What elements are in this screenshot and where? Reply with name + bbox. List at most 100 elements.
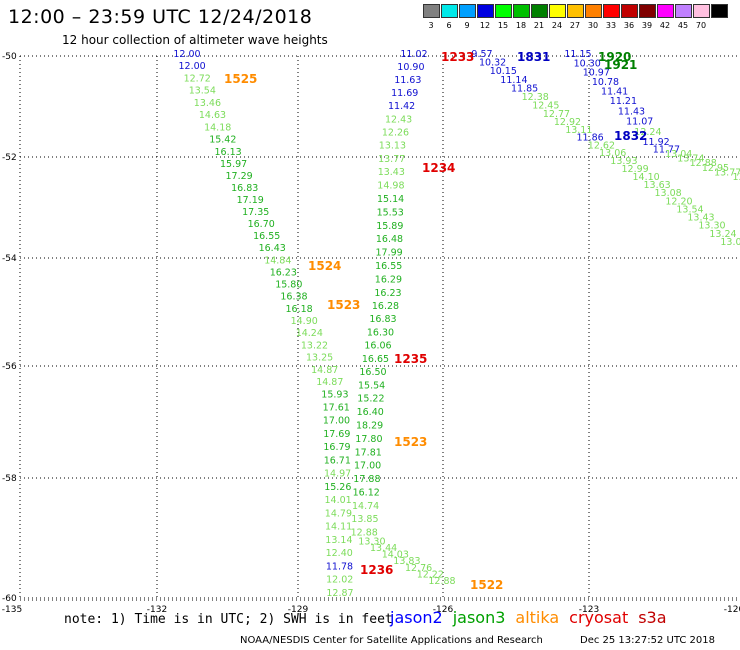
legend-swatch <box>584 4 602 18</box>
satellite-legend: jason2 jason3 altika cryosat s3a <box>390 608 667 627</box>
legend-swatch <box>692 4 710 18</box>
wave-height-reading: 14.90 <box>291 316 318 327</box>
wave-height-reading: 11.21 <box>610 96 637 107</box>
pass-time-label: 1236 <box>360 563 393 577</box>
wave-height-reading: 14.03 <box>382 550 409 561</box>
legend-swatch <box>530 4 548 18</box>
wave-height-reading: 16.18 <box>285 304 312 315</box>
wave-height-reading: 17.81 <box>355 447 382 458</box>
wave-height-reading: 13.30 <box>358 537 385 548</box>
wave-height-reading: 13.13 <box>379 140 406 151</box>
legend-label: 18 <box>515 21 527 30</box>
wave-height-reading: 12.45 <box>532 101 559 112</box>
wave-height-reading: 17.35 <box>242 207 269 218</box>
legend-cell: 30 <box>584 4 602 30</box>
legend-cell: 36 <box>620 4 638 30</box>
wave-height-reading: 14.01 <box>324 495 351 506</box>
wave-height-reading: 15.42 <box>209 135 236 146</box>
legend-cell: 15 <box>494 4 512 30</box>
lon-label: -129 <box>288 605 309 615</box>
legend-label: 39 <box>641 21 653 30</box>
satellite-cryosat: cryosat <box>569 608 629 627</box>
wave-height-reading: 11.41 <box>601 87 628 98</box>
legend-label: 70 <box>695 21 707 30</box>
wave-height-reading: 14.98 <box>377 181 404 192</box>
legend-swatch <box>422 4 440 18</box>
legend-label: 12 <box>479 21 491 30</box>
legend-label: 24 <box>551 21 563 30</box>
wave-height-reading: 12.00 <box>173 49 200 60</box>
wave-height-reading: 14.87 <box>311 365 338 376</box>
wave-height-reading: 12.76 <box>405 563 432 574</box>
legend-cell: 27 <box>566 4 584 30</box>
wave-height-reading: 14.79 <box>325 509 352 520</box>
legend-swatch <box>440 4 458 18</box>
wave-height-reading: 15.53 <box>377 207 404 218</box>
wave-height-reading: 17.00 <box>354 461 381 472</box>
wave-height-reading: 12.20 <box>665 196 692 207</box>
wave-height-reading: 12.72 <box>184 74 211 85</box>
legend-swatch <box>512 4 530 18</box>
wave-height-reading: 10.15 <box>490 66 517 77</box>
footer-credit: NOAA/NESDIS Center for Satellite Applica… <box>240 635 543 646</box>
wave-height-reading: 11.43 <box>618 106 645 117</box>
wave-height-reading: 12.02 <box>326 575 353 586</box>
legend-cell: 6 <box>440 4 458 30</box>
wave-height-reading: 16.83 <box>231 183 258 194</box>
lon-label: -123 <box>579 605 599 615</box>
wave-height-reading: 13.74 <box>677 154 704 165</box>
wave-height-reading: 14.11 <box>325 522 352 533</box>
wave-height-reading: 12.22 <box>417 569 444 580</box>
wave-height-reading: 16.29 <box>375 275 402 286</box>
wave-height-reading: 9.57 <box>471 49 492 60</box>
pass-time-label: 1920 <box>598 50 631 64</box>
wave-height-reading: 14.74 <box>352 501 379 512</box>
wave-height-reading: 10.90 <box>397 62 424 73</box>
wave-height-reading: 16.40 <box>357 407 384 418</box>
lon-label: -132 <box>147 605 167 615</box>
legend-swatch <box>602 4 620 18</box>
pass-time-label: 1524 <box>308 259 341 273</box>
lat-label: -50 <box>2 52 17 62</box>
lon-label: -135 <box>2 605 22 615</box>
footer-note: note: 1) Time is in UTC; 2) SWH is in fe… <box>64 612 393 627</box>
legend-cell: 45 <box>674 4 692 30</box>
wave-height-reading: 11.02 <box>400 49 427 60</box>
wave-height-reading: 12.92 <box>554 117 581 128</box>
wave-height-reading: 15.97 <box>220 159 247 170</box>
wave-height-reading: 11.07 <box>626 117 653 128</box>
pass-time-label: 1921 <box>604 58 637 72</box>
wave-height-reading: 12.40 <box>326 548 353 559</box>
wave-height-reading: 15.26 <box>324 482 351 493</box>
wave-height-reading: 12.87 <box>326 588 353 599</box>
wave-height-reading: 16.30 <box>367 327 394 338</box>
wave-height-reading: 10.32 <box>479 58 506 69</box>
wave-height-reading: 11.85 <box>511 83 538 94</box>
pass-time-label: 1235 <box>394 352 427 366</box>
wave-height-reading: 16.43 <box>259 243 286 254</box>
wave-height-reading: 15.14 <box>377 194 404 205</box>
wave-height-reading: 13.43 <box>378 167 405 178</box>
legend-label: 36 <box>623 21 635 30</box>
wave-height-reading: 13.04 <box>665 149 692 160</box>
wave-height-reading: 11.92 <box>642 137 669 148</box>
wave-height-reading: 12.88 <box>428 576 455 587</box>
wave-height-reading: 16.71 <box>324 456 351 467</box>
wave-height-reading: 13.77 <box>714 167 740 178</box>
wave-height-reading: 16.23 <box>374 288 401 299</box>
wave-height-reading: 11.86 <box>576 133 603 144</box>
wave-height-reading: 12.26 <box>382 127 409 138</box>
wave-height-reading: 13.83 <box>393 556 420 567</box>
pass-time-label: 1525 <box>224 72 257 86</box>
wave-height-reading: 12.99 <box>621 164 648 175</box>
wave-height-reading: 15.89 <box>376 221 403 232</box>
legend-cell: 39 <box>638 4 656 30</box>
wave-height-reading: 16.55 <box>375 261 402 272</box>
legend-label: 30 <box>587 21 599 30</box>
pass-time-label: 1523 <box>327 298 360 312</box>
wave-height-reading: 15.93 <box>321 389 348 400</box>
wave-height-reading: 10.30 <box>574 58 601 69</box>
wave-height-reading: 13.43 <box>687 213 714 224</box>
wave-height-reading: 17.88 <box>353 474 380 485</box>
